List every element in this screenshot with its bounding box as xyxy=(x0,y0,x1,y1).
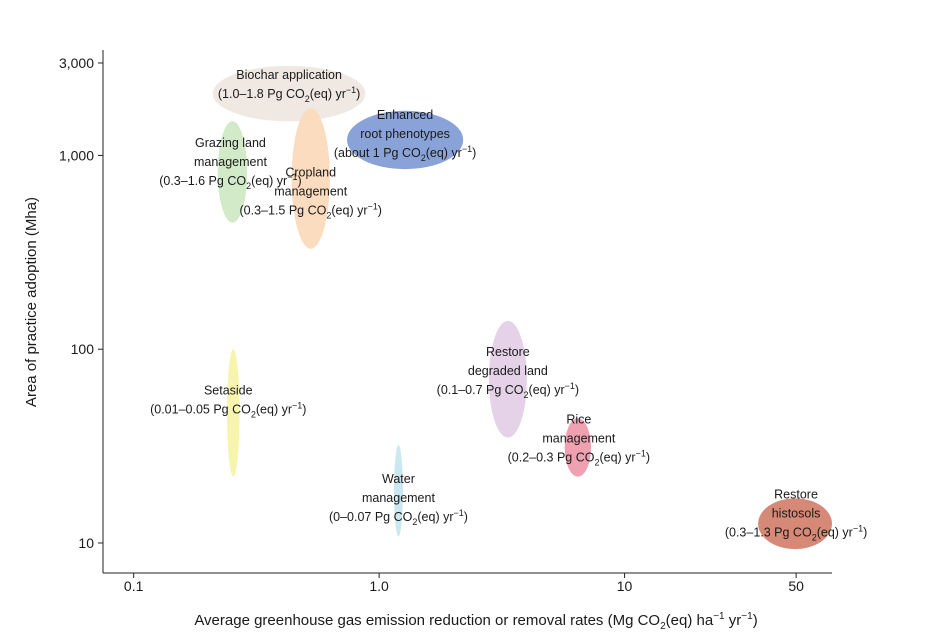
bubble-range-label: (0.3–1.5 Pg CO2(eq) yr−1) xyxy=(240,202,382,221)
y-axis-title: Area of practice adoption (Mha) xyxy=(23,197,40,407)
y-tick-label: 10 xyxy=(78,535,94,551)
y-tick-layer: 10 100 1,000 3,000 xyxy=(59,55,103,551)
x-tick-label: 50 xyxy=(788,578,804,594)
bubble-biochar-application xyxy=(212,65,366,122)
x-tick-layer: 0.1 1.0 10 50 xyxy=(124,573,804,594)
bubble-enhanced-root-phenotypes xyxy=(347,110,464,170)
label-restore-histosols: Restore histosols (0.3–1.3 Pg CO2(eq) yr−1… xyxy=(725,488,867,543)
bubble-label-line: Rice xyxy=(566,412,591,426)
bubble-label-line: histosols xyxy=(772,507,821,521)
bubble-label-line: degraded land xyxy=(468,364,548,378)
bubble-label-line: management xyxy=(194,155,267,169)
bubble-range-label: (0–0.07 Pg CO2(eq) yr−1) xyxy=(329,508,468,527)
bubble-label-line: Setaside xyxy=(204,383,253,397)
bubble-cropland-management xyxy=(291,108,330,249)
bubble-range-label: (0.1–0.7 Pg CO2(eq) yr−1) xyxy=(437,381,579,400)
label-cropland-management: Cropland management (0.3–1.5 Pg CO2(eq) yr… xyxy=(240,166,382,221)
bubble-label-line: management xyxy=(362,491,435,505)
bubble-label-line: Biochar application xyxy=(236,68,342,82)
x-tick-label: 1.0 xyxy=(369,578,389,594)
axes xyxy=(102,50,832,574)
bubble-range-label: (0.3–1.3 Pg CO2(eq) yr−1) xyxy=(725,524,867,543)
label-grazing-land-management: Grazing land management (0.3–1.6 Pg CO2(eq… xyxy=(159,136,301,191)
label-biochar-application: Biochar application (1.0–1.8 Pg CO2(eq) y… xyxy=(218,68,360,104)
label-water-management: Water management (0–0.07 Pg CO2(eq) yr−1) xyxy=(329,472,468,527)
y-tick-label: 100 xyxy=(71,341,95,357)
bubble-layer xyxy=(212,65,832,550)
bubble-label-layer: Biochar application (1.0–1.8 Pg CO2(eq) y… xyxy=(150,68,867,543)
y-tick-label: 1,000 xyxy=(59,147,94,163)
bubble-label-line: Enhanced xyxy=(377,108,433,122)
bubble-restore-degraded-land xyxy=(488,320,527,438)
bubble-grazing-land-management xyxy=(217,121,248,223)
bubble-rice-management xyxy=(564,418,592,477)
bubble-restore-histosols xyxy=(758,498,832,550)
label-restore-degraded-land: Restore degraded land (0.1–0.7 Pg CO2(eq) … xyxy=(437,345,579,400)
bubble-range-label: (0.2–0.3 Pg CO2(eq) yr−1) xyxy=(508,448,650,467)
bubble-label-line: management xyxy=(542,431,615,445)
bubble-label-line: Restore xyxy=(774,488,818,502)
bubble-water-management xyxy=(394,445,403,537)
bubble-setaside xyxy=(226,349,240,477)
label-enhanced-root-phenotypes: Enhanced root phenotypes (about 1 Pg CO2(e… xyxy=(334,108,476,163)
x-axis-title: Average greenhouse gas emission reductio… xyxy=(194,611,757,632)
bubble-range-label: (0.3–1.6 Pg CO2(eq) yr−1) xyxy=(159,172,301,191)
x-tick-label: 10 xyxy=(617,578,633,594)
bubble-label-line: Restore xyxy=(486,345,530,359)
label-rice-management: Rice management (0.2–0.3 Pg CO2(eq) yr−1) xyxy=(508,412,650,467)
label-setaside: Setaside (0.01–0.05 Pg CO2(eq) yr−1) xyxy=(150,383,306,419)
bubble-label-line: management xyxy=(274,185,347,199)
bubble-range-label: (about 1 Pg CO2(eq) yr−1) xyxy=(334,144,476,163)
bubble-label-line: Cropland xyxy=(285,166,336,180)
bubble-range-label: (1.0–1.8 Pg CO2(eq) yr−1) xyxy=(218,85,360,104)
bubble-label-line: Grazing land xyxy=(195,136,266,150)
bubble-range-label: (0.01–0.05 Pg CO2(eq) yr−1) xyxy=(150,400,306,419)
y-tick-label: 3,000 xyxy=(59,55,94,71)
x-tick-label: 0.1 xyxy=(124,578,144,594)
bubble-label-line: Water xyxy=(382,472,415,486)
bubble-label-line: root phenotypes xyxy=(360,127,450,141)
